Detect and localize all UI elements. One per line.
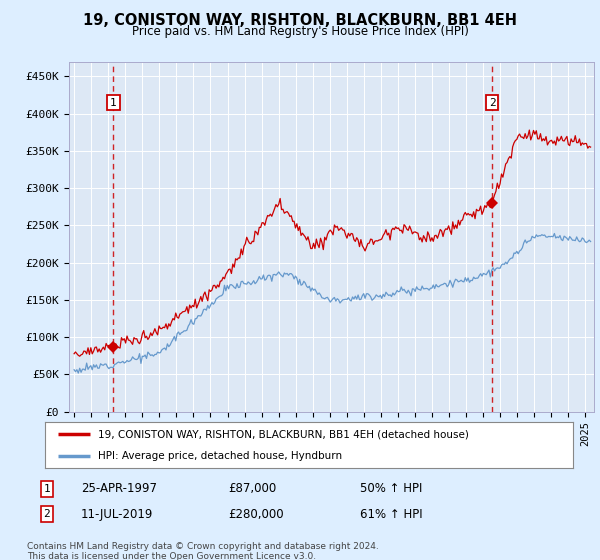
Text: 61% ↑ HPI: 61% ↑ HPI bbox=[360, 507, 422, 521]
Text: 25-APR-1997: 25-APR-1997 bbox=[81, 482, 157, 496]
Text: Price paid vs. HM Land Registry's House Price Index (HPI): Price paid vs. HM Land Registry's House … bbox=[131, 25, 469, 38]
Text: 19, CONISTON WAY, RISHTON, BLACKBURN, BB1 4EH (detached house): 19, CONISTON WAY, RISHTON, BLACKBURN, BB… bbox=[98, 429, 469, 439]
Text: HPI: Average price, detached house, Hyndburn: HPI: Average price, detached house, Hynd… bbox=[98, 451, 342, 461]
Text: Contains HM Land Registry data © Crown copyright and database right 2024.
This d: Contains HM Land Registry data © Crown c… bbox=[27, 542, 379, 560]
Text: £87,000: £87,000 bbox=[228, 482, 276, 496]
Text: 11-JUL-2019: 11-JUL-2019 bbox=[81, 507, 154, 521]
Text: 50% ↑ HPI: 50% ↑ HPI bbox=[360, 482, 422, 496]
Text: 1: 1 bbox=[110, 97, 117, 108]
Text: 2: 2 bbox=[43, 509, 50, 519]
Text: £280,000: £280,000 bbox=[228, 507, 284, 521]
Text: 19, CONISTON WAY, RISHTON, BLACKBURN, BB1 4EH: 19, CONISTON WAY, RISHTON, BLACKBURN, BB… bbox=[83, 13, 517, 28]
Text: 2: 2 bbox=[488, 97, 496, 108]
Text: 1: 1 bbox=[43, 484, 50, 494]
